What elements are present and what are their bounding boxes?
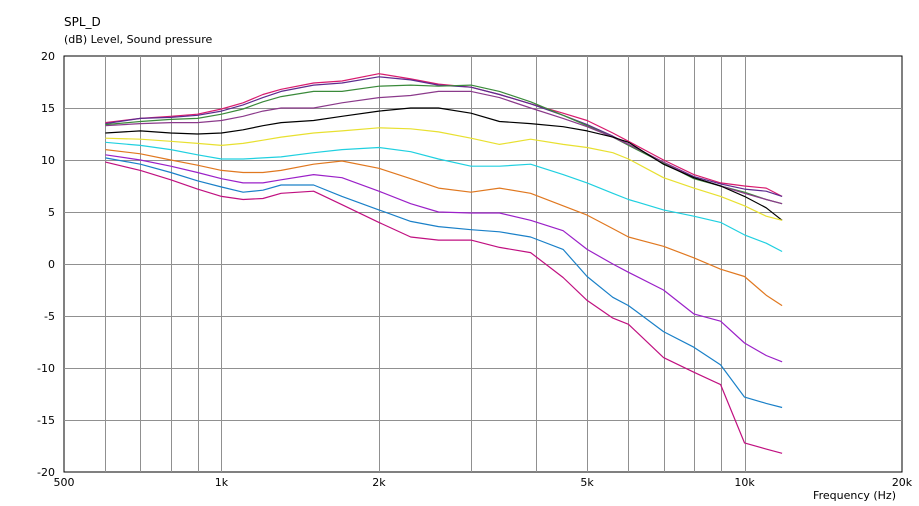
- series-line-10: [105, 157, 783, 409]
- series-line-7: [105, 141, 783, 253]
- series-line-2: [105, 76, 783, 197]
- chart-ylabel: (dB) Level, Sound pressure: [64, 33, 213, 46]
- series-line-1: [105, 73, 783, 197]
- y-tick-label: 15: [41, 102, 55, 115]
- series-line-6: [105, 127, 783, 221]
- y-tick-label: 5: [48, 206, 55, 219]
- y-tick-label: 0: [48, 258, 55, 271]
- y-tick-label: -20: [37, 466, 55, 479]
- y-tick-label: 20: [41, 50, 55, 63]
- chart-title: SPL_D: [64, 15, 101, 29]
- x-axis-label: Frequency (Hz): [813, 489, 896, 502]
- grid-lines: [64, 56, 902, 472]
- y-tick-label: 10: [41, 154, 55, 167]
- y-tick-label: -15: [37, 414, 55, 427]
- x-tick-label: 20k: [892, 476, 913, 489]
- series-line-8: [105, 149, 783, 307]
- x-tick-label: 2k: [372, 476, 386, 489]
- x-tick-label: 10k: [734, 476, 755, 489]
- series-line-9: [105, 154, 783, 363]
- y-tick-labels: 20 15 10 5 0 -5 -10 -15 -20: [37, 50, 55, 479]
- x-tick-labels: 500 1k 2k 5k 10k 20k: [54, 476, 913, 489]
- y-tick-label: -5: [44, 310, 55, 323]
- x-tick-label: 5k: [580, 476, 594, 489]
- x-tick-label: 1k: [215, 476, 229, 489]
- y-tick-label: -10: [37, 362, 55, 375]
- series-lines: [105, 73, 783, 454]
- x-tick-label: 500: [54, 476, 75, 489]
- series-line-5: [105, 107, 783, 221]
- series-line-11: [105, 161, 783, 454]
